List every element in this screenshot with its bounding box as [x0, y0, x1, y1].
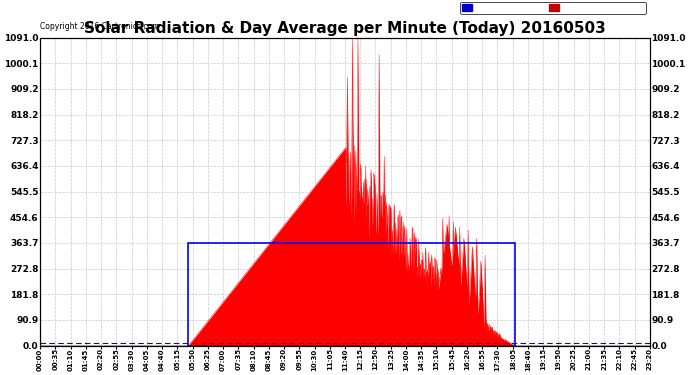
Legend: Median (W/m2), Radiation (W/m2): Median (W/m2), Radiation (W/m2)	[460, 2, 646, 14]
Text: Copyright 2016 Cartronics.com: Copyright 2016 Cartronics.com	[40, 22, 159, 32]
Title: Solar Radiation & Day Average per Minute (Today) 20160503: Solar Radiation & Day Average per Minute…	[84, 21, 606, 36]
Bar	[188, 243, 515, 345]
